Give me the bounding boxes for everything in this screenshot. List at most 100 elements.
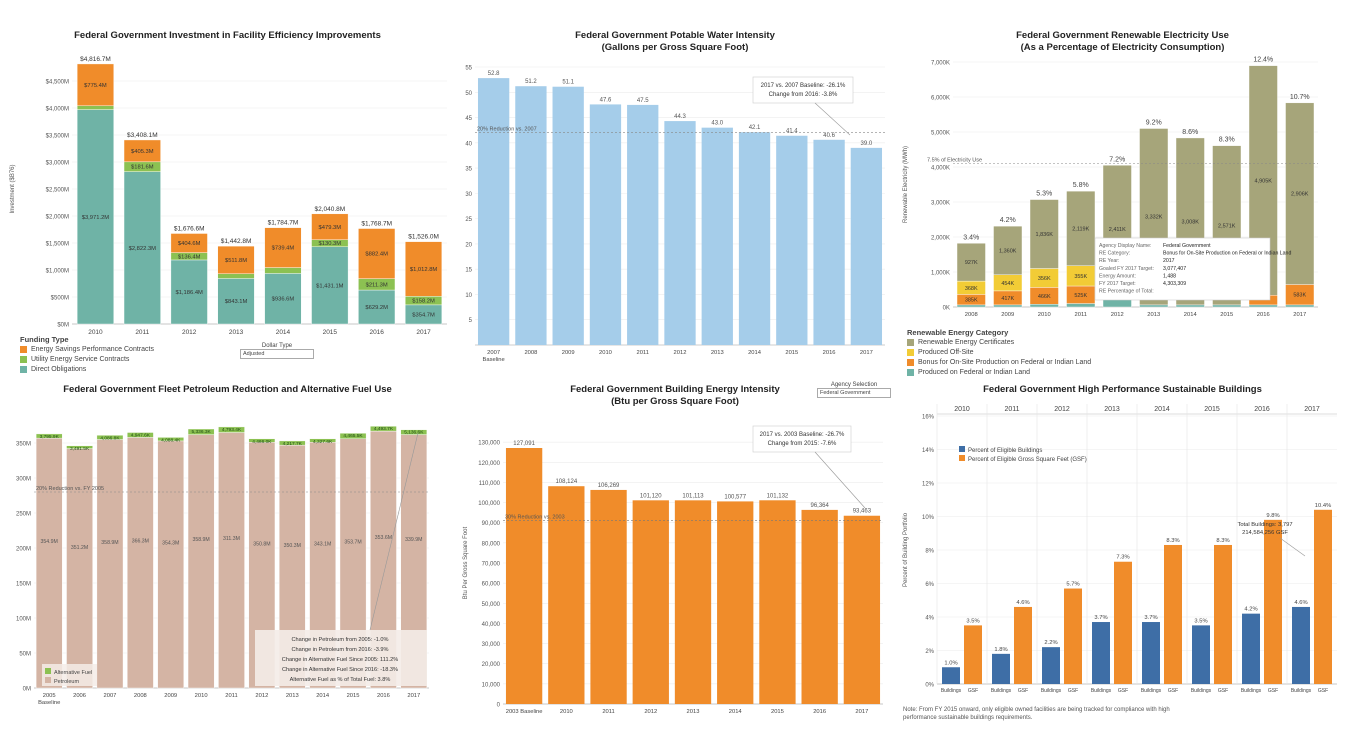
data-label: 4,947.6K [131,433,151,439]
dollar-type-dropdown[interactable]: Adjusted [240,349,314,359]
data-label: 525K [1074,293,1087,299]
data-label: 351.2M [71,545,88,551]
data-label: 2,906K [1291,192,1309,198]
data-label: $181.6M [131,165,154,171]
y-axis-label: Renewable Electricity (MWh) [903,146,909,223]
percent-label: 9.2% [1146,120,1162,127]
note-text: Change in Petroleum from 2005: -1.0% [291,637,388,643]
data-label: $843.1M [225,299,248,305]
investment-chart: $0M $500M $1,000M $1,500M $2,000M $2,500M $3,0… [10,56,447,336]
legend-item[interactable]: Renewable Energy Certificates [907,338,1091,348]
x-tick-label: 2012 [1111,312,1124,318]
y-tick-label: 300M [16,477,31,483]
x-tick-label: 2010 [1038,312,1051,318]
data-label: 4,465.5K [343,433,363,439]
y-tick-label: 12% [922,482,935,488]
bar-segment [1066,190,1096,266]
y-tick-label: 200M [16,547,31,553]
legend-item[interactable]: Produced on Federal or Indian Land [907,368,1091,378]
legend-item[interactable]: Utility Energy Service Contracts [20,355,154,365]
bar [738,132,771,345]
bar [1292,606,1310,684]
legend-item[interactable]: Bonus for On-Site Production on Federal … [907,358,1091,368]
bar [964,625,982,684]
x-sub-label: GSF [1268,688,1278,694]
data-label: 4.6% [1294,600,1307,606]
chart-title: Federal Government Fleet Petroleum Reduc… [63,384,392,395]
hpsb-panel: Federal Government High Performance Sust… [895,378,1350,748]
data-label: 8.3% [1216,538,1229,544]
total-label: $1,442.8M [221,238,252,245]
annotation-text: 2017 vs. 2007 Baseline: -26.1% [761,83,846,89]
chart-subtitle: (Btu per Gross Square Foot) [611,396,739,407]
x-tick-label: 2010 [195,693,208,699]
x-tick-label: 2008 [965,312,978,318]
funding-type-legend: Funding Type Energy Savings Performance … [20,335,154,375]
bar-segment [187,434,215,689]
bar [1314,509,1332,684]
data-label: 417K [1001,296,1014,302]
data-label: $136.4M [178,254,201,260]
y-tick-label: 0M [23,687,31,693]
percent-label: 3.4% [963,234,979,241]
x-tick-label: 2017 [855,709,868,715]
x-tick-label: 2015 [785,350,798,356]
bar-segment [1212,304,1242,308]
legend-label: Percent of Eligible Buildings [968,448,1042,454]
bar-segment [309,438,336,443]
data-label: $158.2M [412,299,435,305]
x-tick-label: 2011 [1075,312,1087,318]
legend-item[interactable]: Direct Obligations [20,365,154,375]
data-label: 8.3% [1166,538,1179,544]
y-tick-label: 10% [922,515,935,521]
bar [1064,588,1082,684]
bar-segment [96,435,124,440]
agency-dropdown[interactable]: Federal Government [817,388,891,398]
bar-segment [358,228,396,279]
bar [632,500,669,704]
chart-title: Federal Government High Performance Sust… [983,384,1262,395]
data-label: 343.1M [314,541,331,547]
legend-label: Utility Energy Service Contracts [31,356,130,363]
legend-item[interactable]: Energy Savings Performance Contracts [20,345,154,355]
bar-segment [76,109,114,325]
y-tick-label: 0% [925,683,934,689]
x-tick-label: 2011 [602,709,614,715]
data-label: 4,905K [1255,178,1273,184]
data-label: 4,793.4K [222,427,242,433]
x-tick-label: 2011 [636,350,648,356]
annotation-leader [1279,537,1306,557]
bar [1192,625,1210,684]
x-tick-label: 2011 [225,693,237,699]
annotation-leader [369,432,419,631]
bar-segment [1066,303,1096,308]
bar [843,515,881,704]
bar [850,147,883,345]
y-tick-label: 50M [19,652,31,658]
x-tick-label: 2012 [674,350,687,356]
y-tick-label: $1,000M [46,269,69,275]
bar-segment [264,273,302,325]
note-text: Change in Alternative Fuel Since 2005: 1… [282,657,398,663]
bar [1214,544,1232,684]
data-label: 339.9M [405,537,422,543]
y-tick-label: 100M [16,617,31,623]
data-label: 3,795.9K [40,434,60,440]
legend-item[interactable]: Produced Off-Site [907,348,1091,358]
bar-segment [1029,303,1059,308]
x-tick-label: 2015 [771,709,784,715]
data-label: $479.3M [319,225,342,231]
data-label: 3.7% [1094,615,1107,621]
data-label: 350.8M [253,541,270,547]
data-label: 353.7M [344,539,361,545]
bar-segment [1285,304,1315,308]
bar-segment [1248,304,1278,308]
x-tick-label: 2009 [164,693,177,699]
bar [1264,519,1282,684]
legend-label: Direct Obligations [31,366,87,373]
bar-segment [123,171,161,325]
x-tick-label: 2017 [1293,312,1306,318]
note-text: Change in Petroleum from 2016: -3.9% [291,647,388,653]
fleet-panel: Federal Government Fleet Petroleum Reduc… [0,378,455,748]
